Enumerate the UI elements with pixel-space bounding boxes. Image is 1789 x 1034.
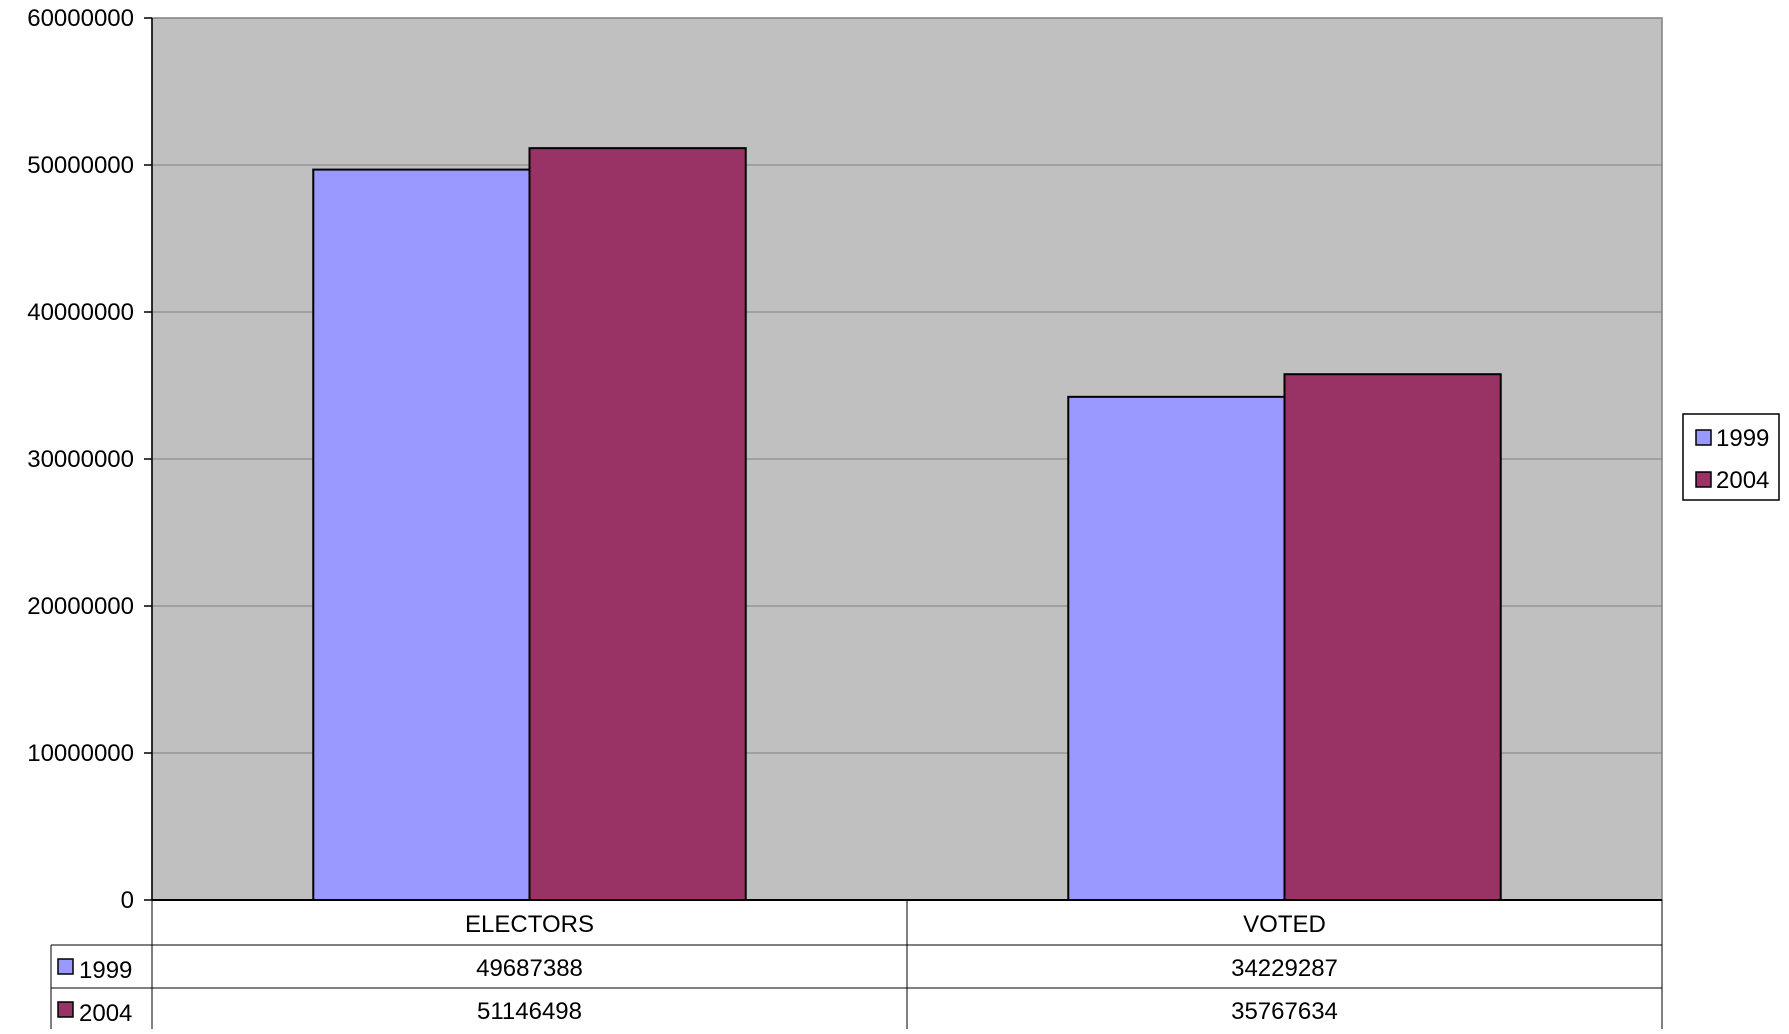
y-tick-label: 20000000 bbox=[27, 593, 134, 620]
category-label: ELECTORS bbox=[465, 911, 594, 938]
y-tick-label: 40000000 bbox=[27, 299, 134, 326]
table-key-swatch bbox=[57, 1001, 74, 1018]
legend: 1999 2004 bbox=[1682, 413, 1780, 501]
legend-swatch bbox=[1695, 471, 1712, 488]
table-value: 51146498 bbox=[477, 998, 582, 1025]
category-label: VOTED bbox=[1243, 911, 1326, 938]
table-value: 34229287 bbox=[1231, 955, 1338, 982]
y-tick-label: 30000000 bbox=[27, 446, 134, 473]
legend-swatch bbox=[1695, 429, 1712, 446]
table-value: 49687388 bbox=[476, 955, 583, 982]
data-table: ELECTORS VOTED 1999 49687388 34229287 2004 511… bbox=[50, 900, 1663, 1032]
y-tick-label: 10000000 bbox=[27, 740, 134, 767]
bar-2004-electors bbox=[528, 147, 747, 901]
table-key-swatch bbox=[57, 958, 74, 975]
table-value: 35767634 bbox=[1231, 998, 1338, 1025]
y-tick-label: 50000000 bbox=[27, 152, 134, 179]
legend-label: 1999 bbox=[1716, 425, 1769, 452]
y-axis: 0 10000000 20000000 30000000 40000000 5000000… bbox=[27, 5, 1662, 914]
legend-label: 2004 bbox=[1716, 467, 1769, 494]
table-series-name: 1999 bbox=[79, 957, 132, 984]
bar-1999-voted bbox=[1067, 395, 1286, 901]
bars bbox=[312, 147, 1502, 902]
table-series-name: 2004 bbox=[79, 1000, 132, 1027]
y-tick-label: 60000000 bbox=[27, 5, 134, 32]
y-tick-label: 0 bbox=[121, 887, 134, 914]
bar-1999-electors bbox=[312, 168, 531, 901]
bar-2004-voted bbox=[1283, 373, 1502, 902]
